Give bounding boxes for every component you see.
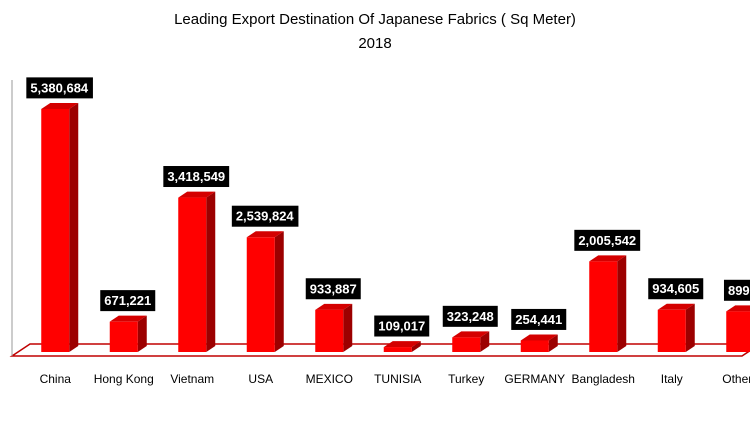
bar-top xyxy=(383,341,421,348)
value-label-box xyxy=(231,205,299,227)
x-tick-label: Italy xyxy=(661,372,683,386)
bar-side xyxy=(617,255,627,352)
value-label: 323,248 xyxy=(447,309,494,324)
bar-side xyxy=(206,191,216,352)
x-tick-label: GERMANY xyxy=(504,372,565,386)
x-tick-label: Vietnam xyxy=(170,372,214,386)
bar-top xyxy=(452,331,490,338)
bar-side xyxy=(685,303,695,352)
chart-subtitle: 2018 xyxy=(358,35,391,52)
bar xyxy=(520,340,549,352)
x-tick-label: Hong Kong xyxy=(94,372,154,386)
x-tick-label: Others xyxy=(722,372,750,386)
value-label-box xyxy=(511,308,567,330)
bar-group xyxy=(315,303,353,352)
bar xyxy=(589,261,618,352)
bar-top xyxy=(520,334,558,341)
bar-side xyxy=(274,231,284,352)
value-label-box xyxy=(374,315,430,337)
bar-side xyxy=(480,331,490,352)
bar xyxy=(452,337,481,352)
bar-group xyxy=(589,255,627,352)
bar xyxy=(109,321,138,352)
value-label: 3,418,549 xyxy=(167,169,225,184)
value-label: 671,221 xyxy=(104,293,151,308)
bar-top xyxy=(315,303,353,310)
bar xyxy=(246,237,275,352)
value-label: 2,539,824 xyxy=(236,209,295,224)
bar-group xyxy=(452,331,490,352)
x-tick-label: China xyxy=(40,372,72,386)
x-tick-label: Bangladesh xyxy=(572,372,635,386)
bar-top xyxy=(246,231,284,238)
chart-title: Leading Export Destination Of Japanese F… xyxy=(174,11,576,28)
value-label-box xyxy=(163,166,230,188)
bar-top xyxy=(589,255,627,262)
value-label: 254,441 xyxy=(515,312,562,327)
bar-group xyxy=(657,303,695,352)
value-label: 933,887 xyxy=(310,281,357,296)
value-label: 899,9 xyxy=(728,283,750,298)
bar xyxy=(178,197,207,352)
bar-side xyxy=(137,315,147,352)
bar-top xyxy=(726,305,750,312)
value-label: 934,605 xyxy=(652,281,699,296)
bar xyxy=(726,311,750,352)
bar-top xyxy=(657,303,695,310)
floor xyxy=(9,343,750,357)
value-label: 2,005,542 xyxy=(578,233,636,248)
value-label-box xyxy=(442,305,498,327)
bar xyxy=(315,309,344,352)
bar xyxy=(383,347,412,352)
bar-group xyxy=(246,231,284,352)
bar-group xyxy=(41,102,79,352)
bar-group xyxy=(520,334,558,352)
value-label-box xyxy=(648,278,704,300)
bar-top xyxy=(41,102,79,109)
bar-top xyxy=(109,315,147,322)
bar-group xyxy=(178,191,216,352)
bar-top xyxy=(178,191,216,198)
value-label: 5,380,684 xyxy=(30,80,89,95)
bar-side xyxy=(69,102,79,352)
value-label-box xyxy=(305,278,361,300)
value-label-box xyxy=(100,290,156,312)
value-label-box xyxy=(26,77,93,99)
x-tick-label: USA xyxy=(248,372,273,386)
value-label-box xyxy=(723,279,750,301)
bar-group xyxy=(726,305,750,352)
bar-group xyxy=(383,341,421,352)
value-label-box xyxy=(574,229,641,251)
x-tick-label: Turkey xyxy=(448,372,484,386)
bar-side xyxy=(343,303,353,352)
x-tick-label: TUNISIA xyxy=(374,372,421,386)
x-tick-label: MEXICO xyxy=(306,372,353,386)
bar-group xyxy=(109,315,147,352)
value-label: 109,017 xyxy=(378,319,425,334)
bar-side xyxy=(411,341,421,352)
bar xyxy=(41,108,70,352)
bar xyxy=(657,309,686,352)
bar-side xyxy=(548,334,558,352)
